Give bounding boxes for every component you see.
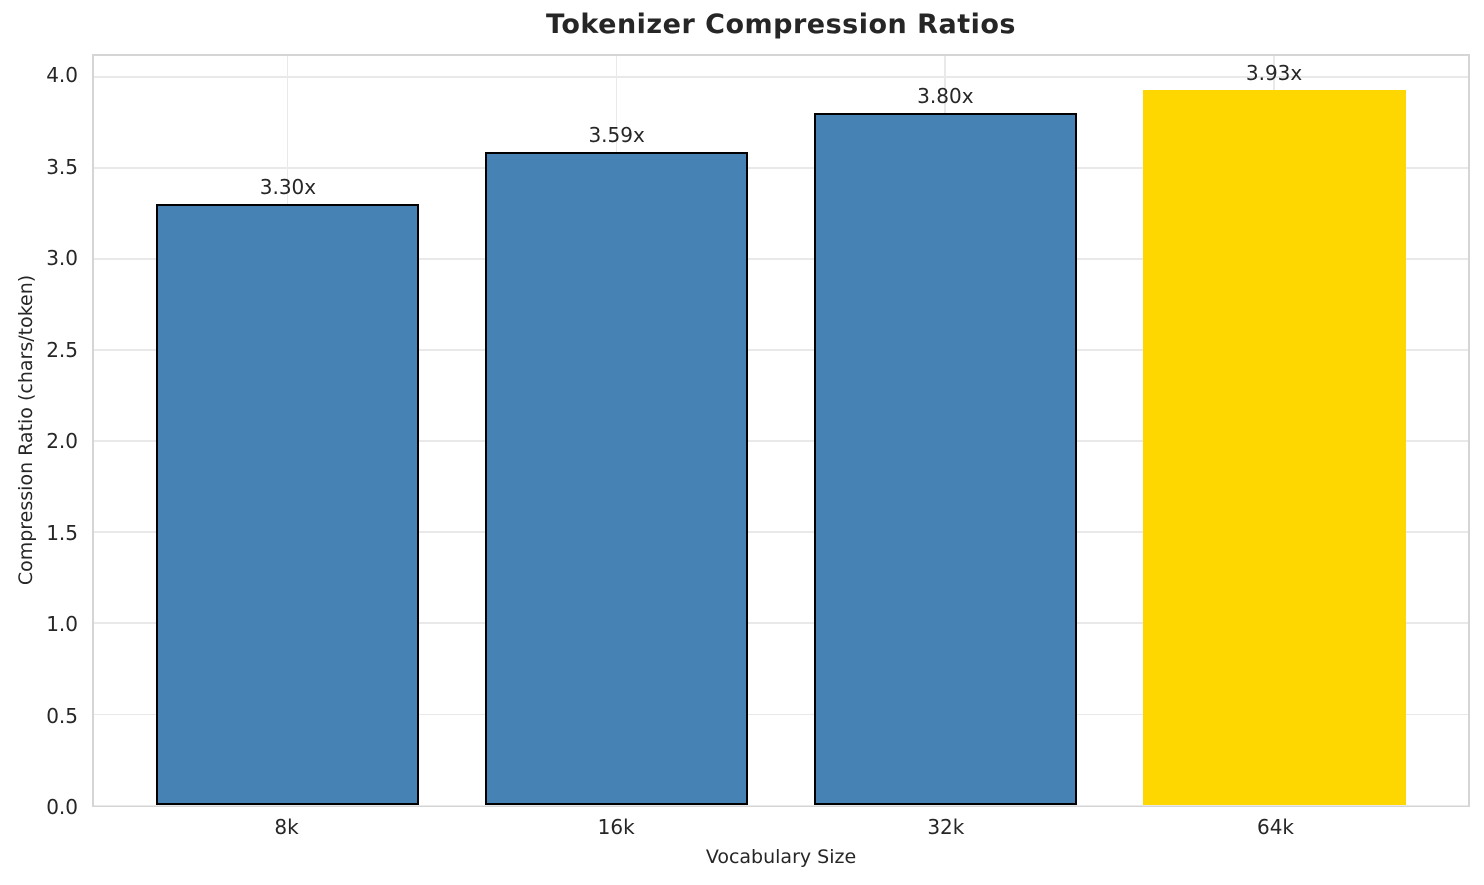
- gridline-h: [94, 440, 1468, 442]
- y-tick-label: 4.0: [46, 63, 78, 88]
- chart-title: Tokenizer Compression Ratios: [546, 9, 1016, 40]
- gridline-h: [94, 622, 1468, 624]
- y-tick-label: 0.0: [46, 795, 78, 819]
- gridline-h: [94, 531, 1468, 533]
- y-tick-label: 0.5: [46, 703, 78, 728]
- plot-area: 3.30x 3.59x 3.80x 3.93x: [92, 54, 1470, 807]
- y-tick-label: 3.0: [46, 246, 78, 271]
- bar-value-label: 3.93x: [1245, 60, 1303, 85]
- y-tick-label: 1.5: [46, 520, 78, 545]
- bar-value-label: 3.30x: [259, 175, 317, 200]
- bar: [1142, 89, 1406, 805]
- bar: [156, 204, 420, 805]
- x-tick-label: 64k: [1256, 815, 1294, 839]
- gridline-h: [94, 76, 1468, 78]
- bar: [485, 151, 749, 805]
- y-tick-label: 2.5: [46, 337, 78, 362]
- bar-value-label: 3.59x: [588, 122, 645, 147]
- x-tick-label: 32k: [927, 815, 965, 839]
- gridline-h: [94, 167, 1468, 169]
- x-axis-label: Vocabulary Size: [705, 846, 857, 868]
- bar: [813, 113, 1077, 805]
- gridline-h: [94, 258, 1468, 260]
- gridline-h: [94, 713, 1468, 715]
- gridline-h: [94, 349, 1468, 351]
- bar-value-label: 3.80x: [917, 84, 974, 109]
- y-tick-label: 2.0: [46, 429, 78, 454]
- y-tick-label: 3.5: [46, 154, 78, 179]
- gridline-h: [94, 804, 1468, 806]
- x-tick-label: 16k: [597, 815, 635, 839]
- y-tick-label: 1.0: [46, 612, 78, 636]
- x-tick-label: 8k: [274, 815, 299, 839]
